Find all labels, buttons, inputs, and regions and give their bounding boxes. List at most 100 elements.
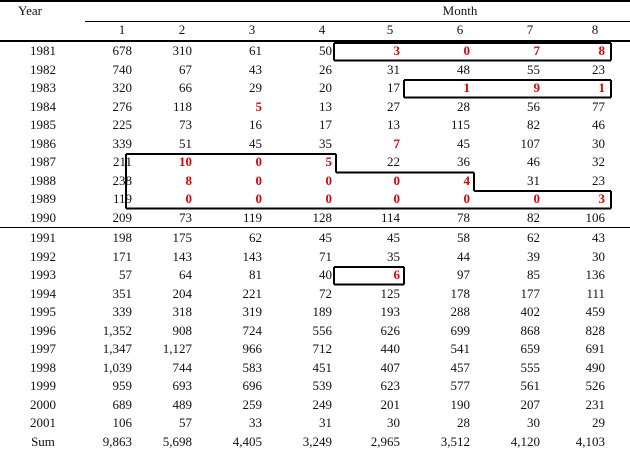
value-cell: 143 (198, 248, 262, 266)
value-cell: 31 (336, 61, 400, 79)
value-cell: 561 (476, 377, 540, 395)
value-cell: 3,512 (406, 433, 470, 451)
value-cell: 20 (268, 79, 332, 97)
value-cell: 1,127 (128, 340, 192, 358)
month-header-3: 3 (232, 21, 272, 39)
value-cell: 13 (268, 98, 332, 116)
value-cell: 62 (198, 229, 262, 247)
value-cell: 626 (336, 322, 400, 340)
value-cell: 29 (198, 79, 262, 97)
highlighted-value-cell: 0 (128, 190, 192, 208)
highlighted-value-cell: 0 (198, 153, 262, 171)
value-cell: 118 (128, 98, 192, 116)
value-cell: 259 (198, 396, 262, 414)
value-cell: 211 (68, 153, 132, 171)
value-cell: 106 (68, 414, 132, 432)
value-cell: 45 (406, 135, 470, 153)
highlighted-value-cell: 0 (268, 172, 332, 190)
value-cell: 207 (476, 396, 540, 414)
value-cell: 33 (198, 414, 262, 432)
value-cell: 209 (68, 209, 132, 227)
month-header-5: 5 (370, 21, 410, 39)
value-cell: 114 (336, 209, 400, 227)
value-cell: 699 (406, 322, 470, 340)
highlighted-value-cell: 1 (541, 79, 605, 97)
highlighted-value-cell: 4 (406, 172, 470, 190)
value-cell: 178 (406, 285, 470, 303)
value-cell: 29 (541, 414, 605, 432)
value-cell: 27 (336, 98, 400, 116)
value-cell: 32 (541, 153, 605, 171)
value-cell: 623 (336, 377, 400, 395)
highlighted-value-cell: 0 (336, 190, 400, 208)
highlighted-value-cell: 3 (541, 190, 605, 208)
value-cell: 143 (128, 248, 192, 266)
value-cell: 51 (128, 135, 192, 153)
value-cell: 339 (68, 303, 132, 321)
highlighted-value-cell: 5 (198, 98, 262, 116)
value-cell: 31 (476, 172, 540, 190)
month-header-6: 6 (440, 21, 480, 39)
highlighted-value-cell: 0 (268, 190, 332, 208)
month-header-4: 4 (302, 21, 342, 39)
value-cell: 555 (476, 359, 540, 377)
value-cell: 402 (476, 303, 540, 321)
value-cell: 3,249 (268, 433, 332, 451)
value-cell: 44 (406, 248, 470, 266)
value-cell: 13 (336, 116, 400, 134)
value-cell: 689 (68, 396, 132, 414)
highlighted-value-cell: 7 (476, 42, 540, 60)
value-cell: 712 (268, 340, 332, 358)
value-cell: 73 (128, 209, 192, 227)
value-cell: 577 (406, 377, 470, 395)
highlighted-value-cell: 0 (476, 190, 540, 208)
value-cell: 30 (541, 135, 605, 153)
value-cell: 5,698 (128, 433, 192, 451)
value-cell: 30 (336, 414, 400, 432)
value-cell: 204 (128, 285, 192, 303)
value-cell: 136 (541, 266, 605, 284)
value-cell: 30 (541, 248, 605, 266)
highlighted-value-cell: 7 (336, 135, 400, 153)
value-cell: 97 (406, 266, 470, 284)
value-cell: 828 (541, 322, 605, 340)
highlighted-value-cell: 0 (406, 42, 470, 60)
value-cell: 125 (336, 285, 400, 303)
value-cell: 351 (68, 285, 132, 303)
value-cell: 61 (198, 42, 262, 60)
value-cell: 56 (476, 98, 540, 116)
value-cell: 36 (406, 153, 470, 171)
value-cell: 190 (406, 396, 470, 414)
highlighted-value-cell: 3 (336, 42, 400, 60)
value-cell: 23 (541, 61, 605, 79)
value-cell: 724 (198, 322, 262, 340)
value-cell: 48 (406, 61, 470, 79)
value-cell: 85 (476, 266, 540, 284)
value-cell: 4,120 (476, 433, 540, 451)
value-cell: 740 (68, 61, 132, 79)
value-cell: 4,103 (541, 433, 605, 451)
year-column-header: Year (0, 2, 60, 20)
value-cell: 539 (268, 377, 332, 395)
value-cell: 440 (336, 340, 400, 358)
value-cell: 78 (406, 209, 470, 227)
value-cell: 457 (406, 359, 470, 377)
value-cell: 17 (336, 79, 400, 97)
value-cell: 319 (198, 303, 262, 321)
value-cell: 407 (336, 359, 400, 377)
highlighted-value-cell: 8 (541, 42, 605, 60)
value-cell: 691 (541, 340, 605, 358)
highlighted-value-cell: 9 (476, 79, 540, 97)
value-cell: 16 (198, 116, 262, 134)
value-cell: 678 (68, 42, 132, 60)
value-cell: 868 (476, 322, 540, 340)
value-cell: 62 (476, 229, 540, 247)
value-cell: 45 (268, 229, 332, 247)
value-cell: 288 (406, 303, 470, 321)
value-cell: 310 (128, 42, 192, 60)
value-cell: 541 (406, 340, 470, 358)
value-cell: 526 (541, 377, 605, 395)
value-cell: 43 (198, 61, 262, 79)
value-cell: 171 (68, 248, 132, 266)
